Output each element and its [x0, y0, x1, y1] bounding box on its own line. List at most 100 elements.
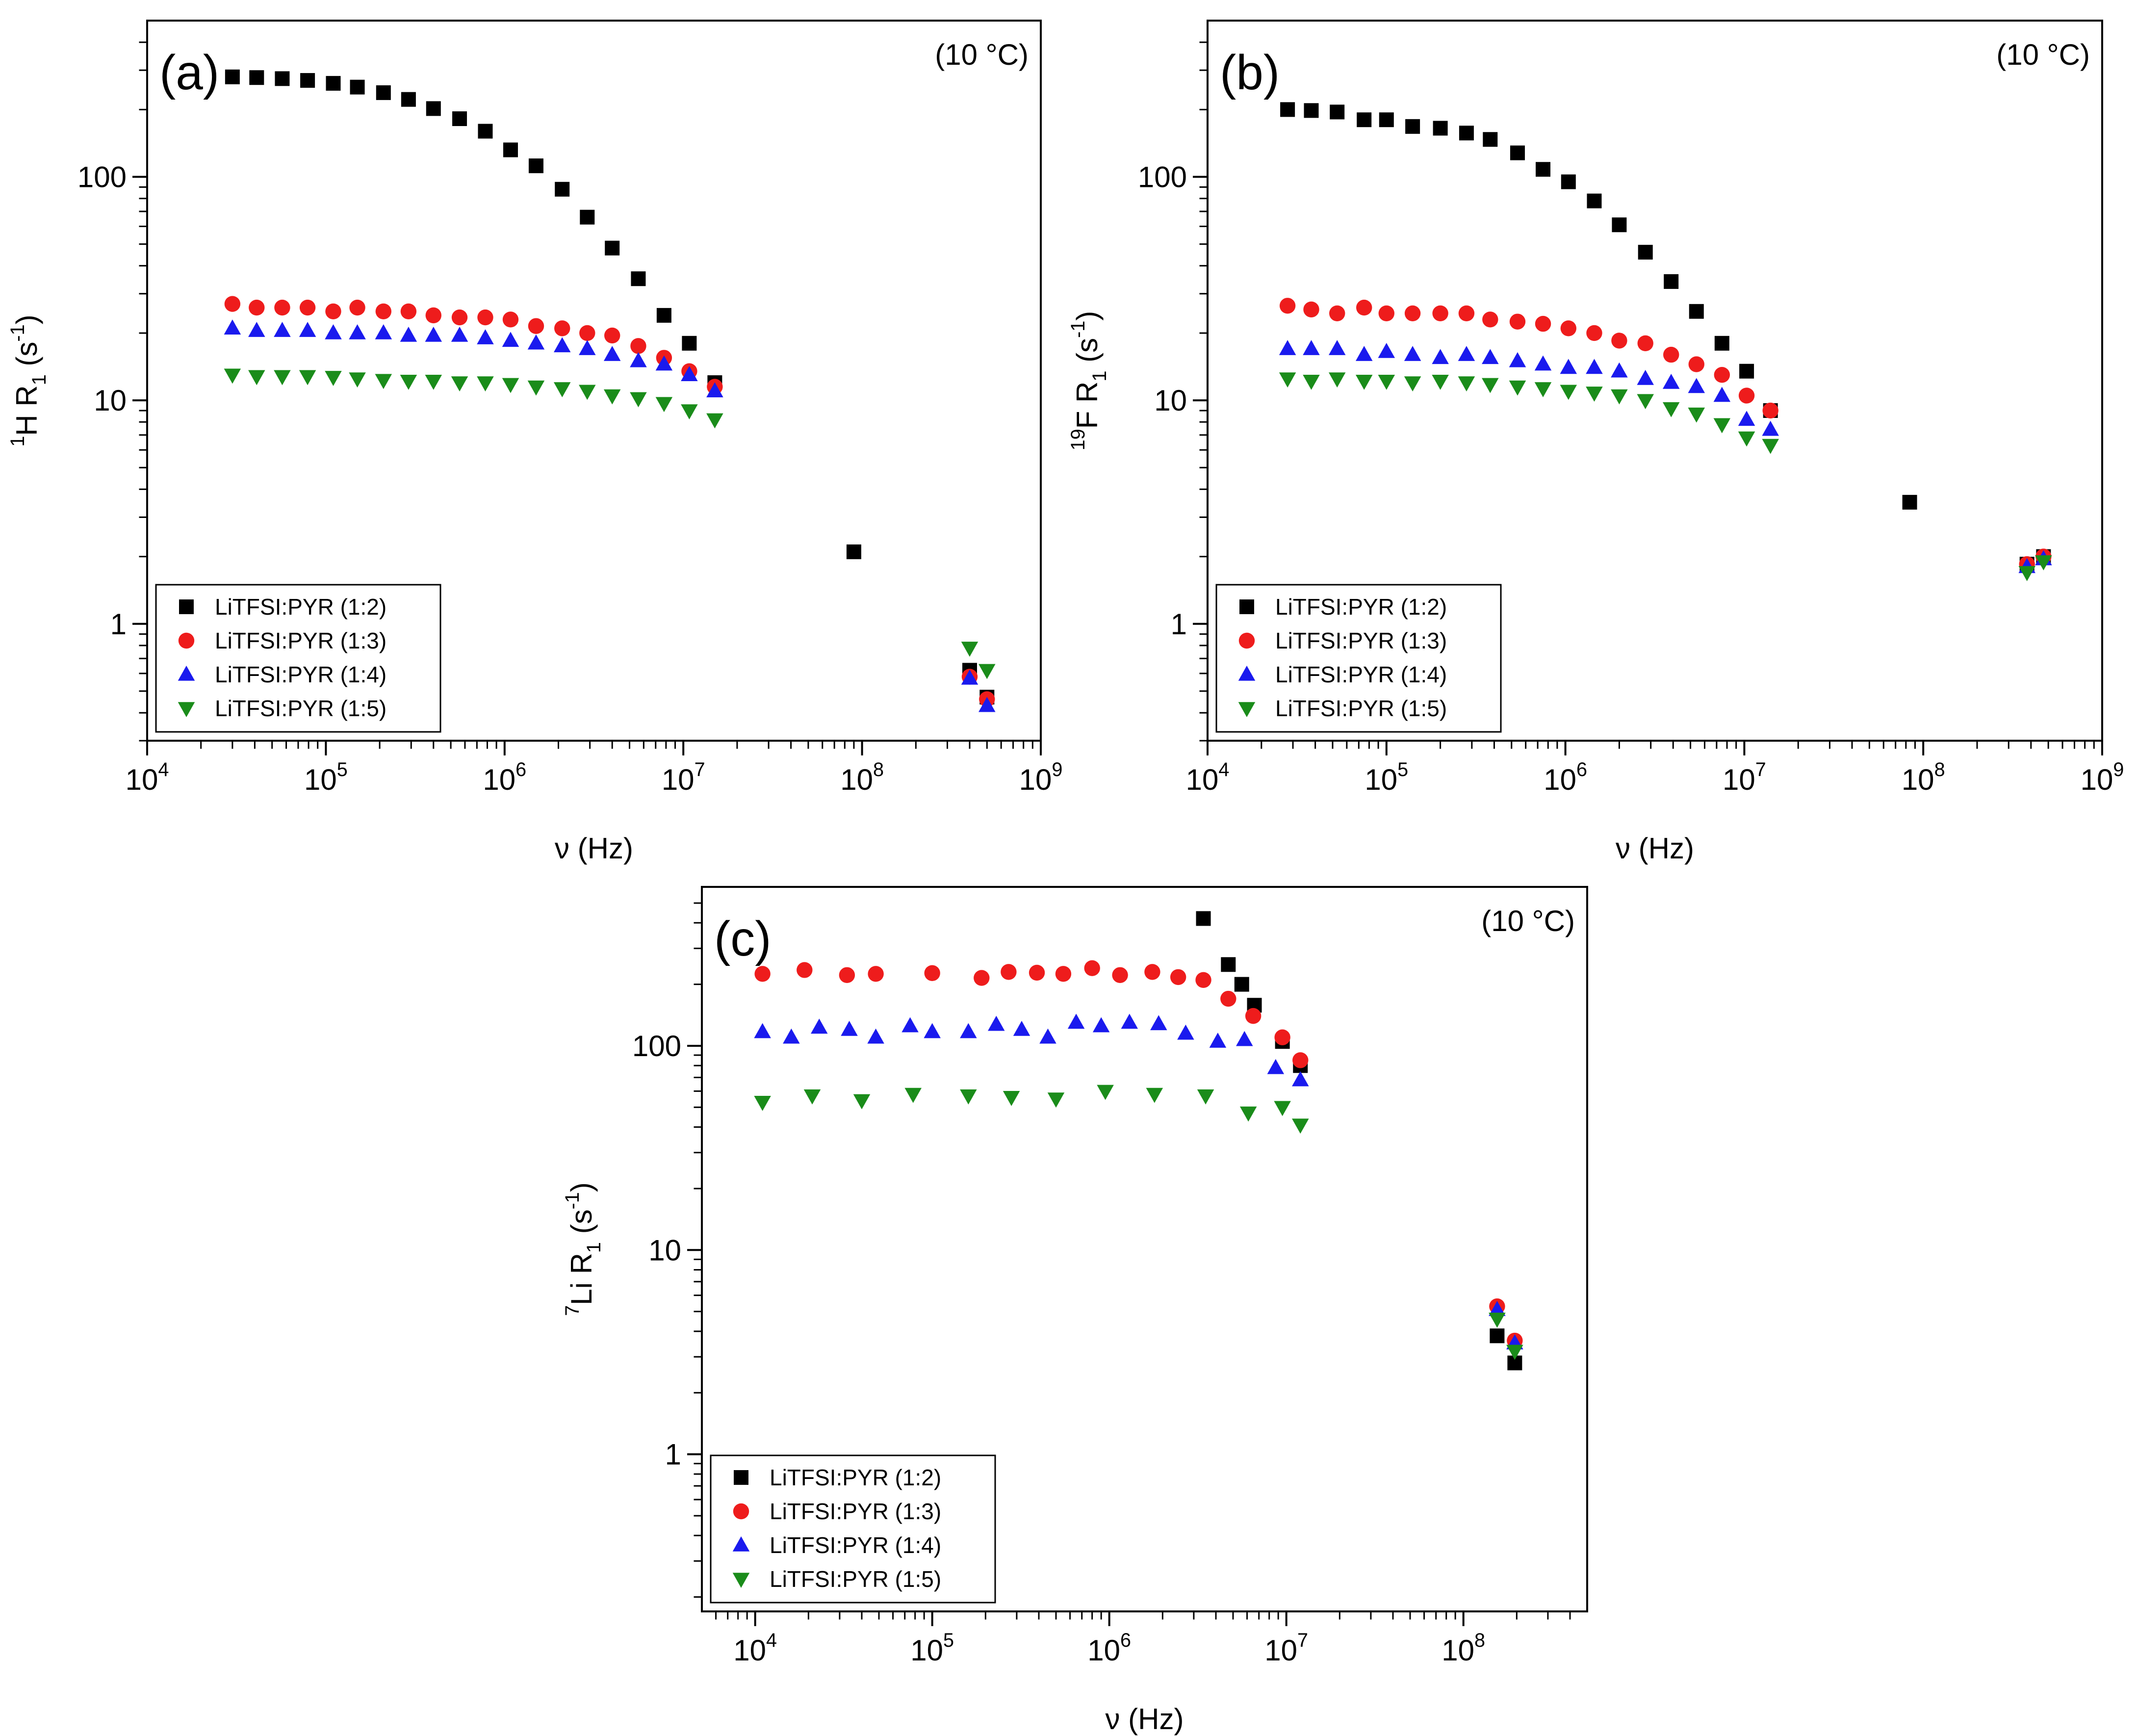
data-point: [783, 1028, 800, 1044]
data-point: [604, 327, 620, 344]
data-point: [1458, 346, 1475, 361]
data-point: [1220, 990, 1236, 1007]
data-point: [1714, 367, 1730, 383]
data-point: [426, 101, 441, 116]
data-point: [1404, 346, 1421, 361]
data-point: [1084, 960, 1100, 976]
data-point: [924, 1023, 941, 1038]
legend-marker: [178, 702, 195, 717]
legend-label: LiTFSI:PYR (1:3): [1275, 628, 1447, 653]
data-point: [1029, 964, 1045, 981]
x-tick-label: 107: [662, 759, 705, 796]
data-point: [1489, 1301, 1506, 1316]
data-point: [1611, 389, 1628, 405]
data-point: [2018, 566, 2035, 581]
data-point: [924, 965, 940, 981]
data-point: [1637, 369, 1654, 385]
panel-c: 104 105 106 107 108 ν (Hz) 1 10 100 7Li R1 (s-1) (…: [562, 886, 1588, 1736]
data-point: [960, 1089, 977, 1105]
data-point: [656, 308, 671, 323]
data-point: [1561, 174, 1576, 189]
data-point: [1713, 387, 1731, 402]
data-point: [579, 325, 595, 341]
legend-box: [155, 584, 441, 733]
legend: LiTFSI:PYR (1:2) LiTFSI:PYR (1:3) LiTFSI:P…: [710, 1454, 996, 1604]
data-point: [1458, 376, 1475, 392]
x-tick-label: 106: [483, 759, 526, 796]
data-point: [754, 966, 771, 982]
data-point: [1195, 972, 1211, 988]
data-point: [1329, 305, 1345, 321]
data-point: [1586, 325, 1602, 341]
data-point: [1586, 359, 1603, 374]
data-point: [527, 380, 545, 396]
data-point: [376, 85, 391, 100]
data-point: [502, 332, 519, 347]
legend-marker: [179, 599, 194, 614]
x-axis-label: ν (Hz): [555, 832, 633, 865]
data-point: [1714, 336, 1729, 351]
panel-b: 104 105 106 107 108 109 ν (Hz) 1 10 100 19F R1 (s-…: [1067, 20, 2124, 865]
data-point: [224, 368, 241, 384]
y-tick-label: 100: [1138, 160, 1187, 193]
y-axis-label: 19F R1 (s-1): [1067, 311, 1110, 451]
x-axis-label: ν (Hz): [1616, 832, 1694, 865]
temperature-label: (10 °C): [1481, 905, 1575, 937]
data-point: [553, 382, 571, 397]
x-axis-label: ν (Hz): [1106, 1703, 1184, 1736]
data-point: [248, 370, 265, 386]
data-point: [1483, 132, 1498, 147]
data-point: [375, 303, 392, 320]
legend-box: [710, 1454, 996, 1604]
data-point: [630, 352, 647, 367]
data-point: [603, 346, 621, 361]
series-2: [1279, 298, 2052, 572]
data-point: [1509, 352, 1526, 367]
y-tick-label: 10: [1154, 384, 1187, 417]
data-point: [477, 309, 493, 326]
y-tick-label: 100: [77, 160, 127, 193]
legend-marker: [734, 1470, 748, 1485]
data-point: [901, 1017, 919, 1033]
data-point: [349, 372, 366, 388]
legend-label: LiTFSI:PYR (1:4): [215, 662, 386, 687]
data-point: [1738, 388, 1755, 404]
data-point: [1482, 311, 1498, 328]
data-point: [1112, 967, 1128, 983]
data-point: [375, 374, 392, 389]
data-point: [274, 322, 291, 337]
data-point: [1357, 112, 1372, 128]
data-point: [841, 1020, 858, 1036]
data-point: [655, 397, 673, 413]
data-point: [961, 669, 978, 685]
temperature-label: (10 °C): [1996, 38, 2090, 71]
data-point: [326, 76, 341, 91]
data-point: [1739, 363, 1754, 379]
x-axis: 104 105 106 107 108 109: [1186, 741, 2124, 796]
data-point: [1404, 376, 1421, 392]
data-point: [961, 642, 978, 657]
data-point: [1506, 1345, 1523, 1360]
data-point: [1267, 1059, 1285, 1074]
data-point: [325, 371, 342, 386]
x-tick-label: 109: [1019, 759, 1063, 796]
legend-marker: [1238, 666, 1256, 681]
data-point: [274, 370, 291, 386]
data-point: [1611, 333, 1627, 349]
data-point: [1663, 346, 1679, 363]
data-point: [1280, 102, 1295, 117]
legend-label: LiTFSI:PYR (1:4): [770, 1532, 941, 1558]
data-point: [682, 336, 697, 351]
data-point: [299, 370, 316, 386]
data-point: [299, 322, 316, 337]
data-point: [867, 1028, 884, 1044]
data-point: [1560, 359, 1577, 374]
data-point: [528, 158, 543, 174]
data-point: [1738, 431, 1755, 447]
data-point: [425, 326, 442, 342]
data-point: [1689, 304, 1704, 319]
data-point: [1303, 301, 1319, 318]
data-point: [1586, 387, 1603, 402]
data-point: [630, 392, 647, 408]
